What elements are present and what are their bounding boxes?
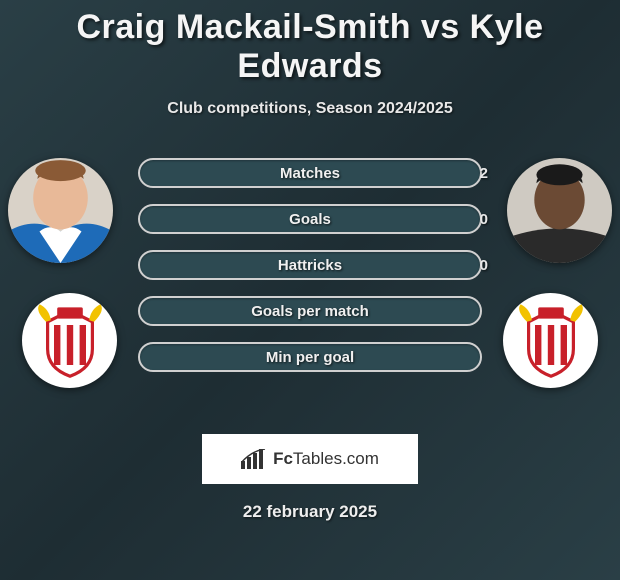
player-left-avatar [8,158,113,263]
infographic-date: 22 february 2025 [0,502,620,522]
page-subtitle: Club competitions, Season 2024/2025 [0,100,620,118]
club-right-badge [503,293,598,388]
avatar-left-icon [8,158,113,263]
brand-text: FcTables.com [273,449,379,469]
club-crest-icon [30,301,110,381]
branding-logo: FcTables.com [202,434,418,484]
stat-label: Goals per match [251,303,369,320]
brand-part-b: Tables [293,449,342,468]
stat-label: Matches [280,165,340,182]
stat-label: Goals [289,211,331,228]
page-title: Craig Mackail-Smith vs Kyle Edwards [0,0,620,86]
stat-row-min-per-goal: Min per goal [138,342,482,372]
brand-part-c: .com [342,449,379,468]
stat-row-goals: Goals 0 [138,204,482,234]
stat-value-right: 0 [480,257,488,274]
stat-value-right: 2 [480,165,488,182]
comparison-area: Matches 2 Goals 0 Hattricks 0 Goals per … [0,148,620,428]
stat-label: Min per goal [266,349,354,366]
club-left-badge [22,293,117,388]
stat-row-hattricks: Hattricks 0 [138,250,482,280]
player-right-avatar [507,158,612,263]
club-crest-icon [511,301,591,381]
avatar-right-icon [507,158,612,263]
brand-part-a: Fc [273,449,293,468]
stat-value-right: 0 [480,211,488,228]
stats-column: Matches 2 Goals 0 Hattricks 0 Goals per … [138,158,482,388]
bar-chart-icon [241,449,267,469]
stat-label: Hattricks [278,257,342,274]
stat-row-goals-per-match: Goals per match [138,296,482,326]
stat-row-matches: Matches 2 [138,158,482,188]
